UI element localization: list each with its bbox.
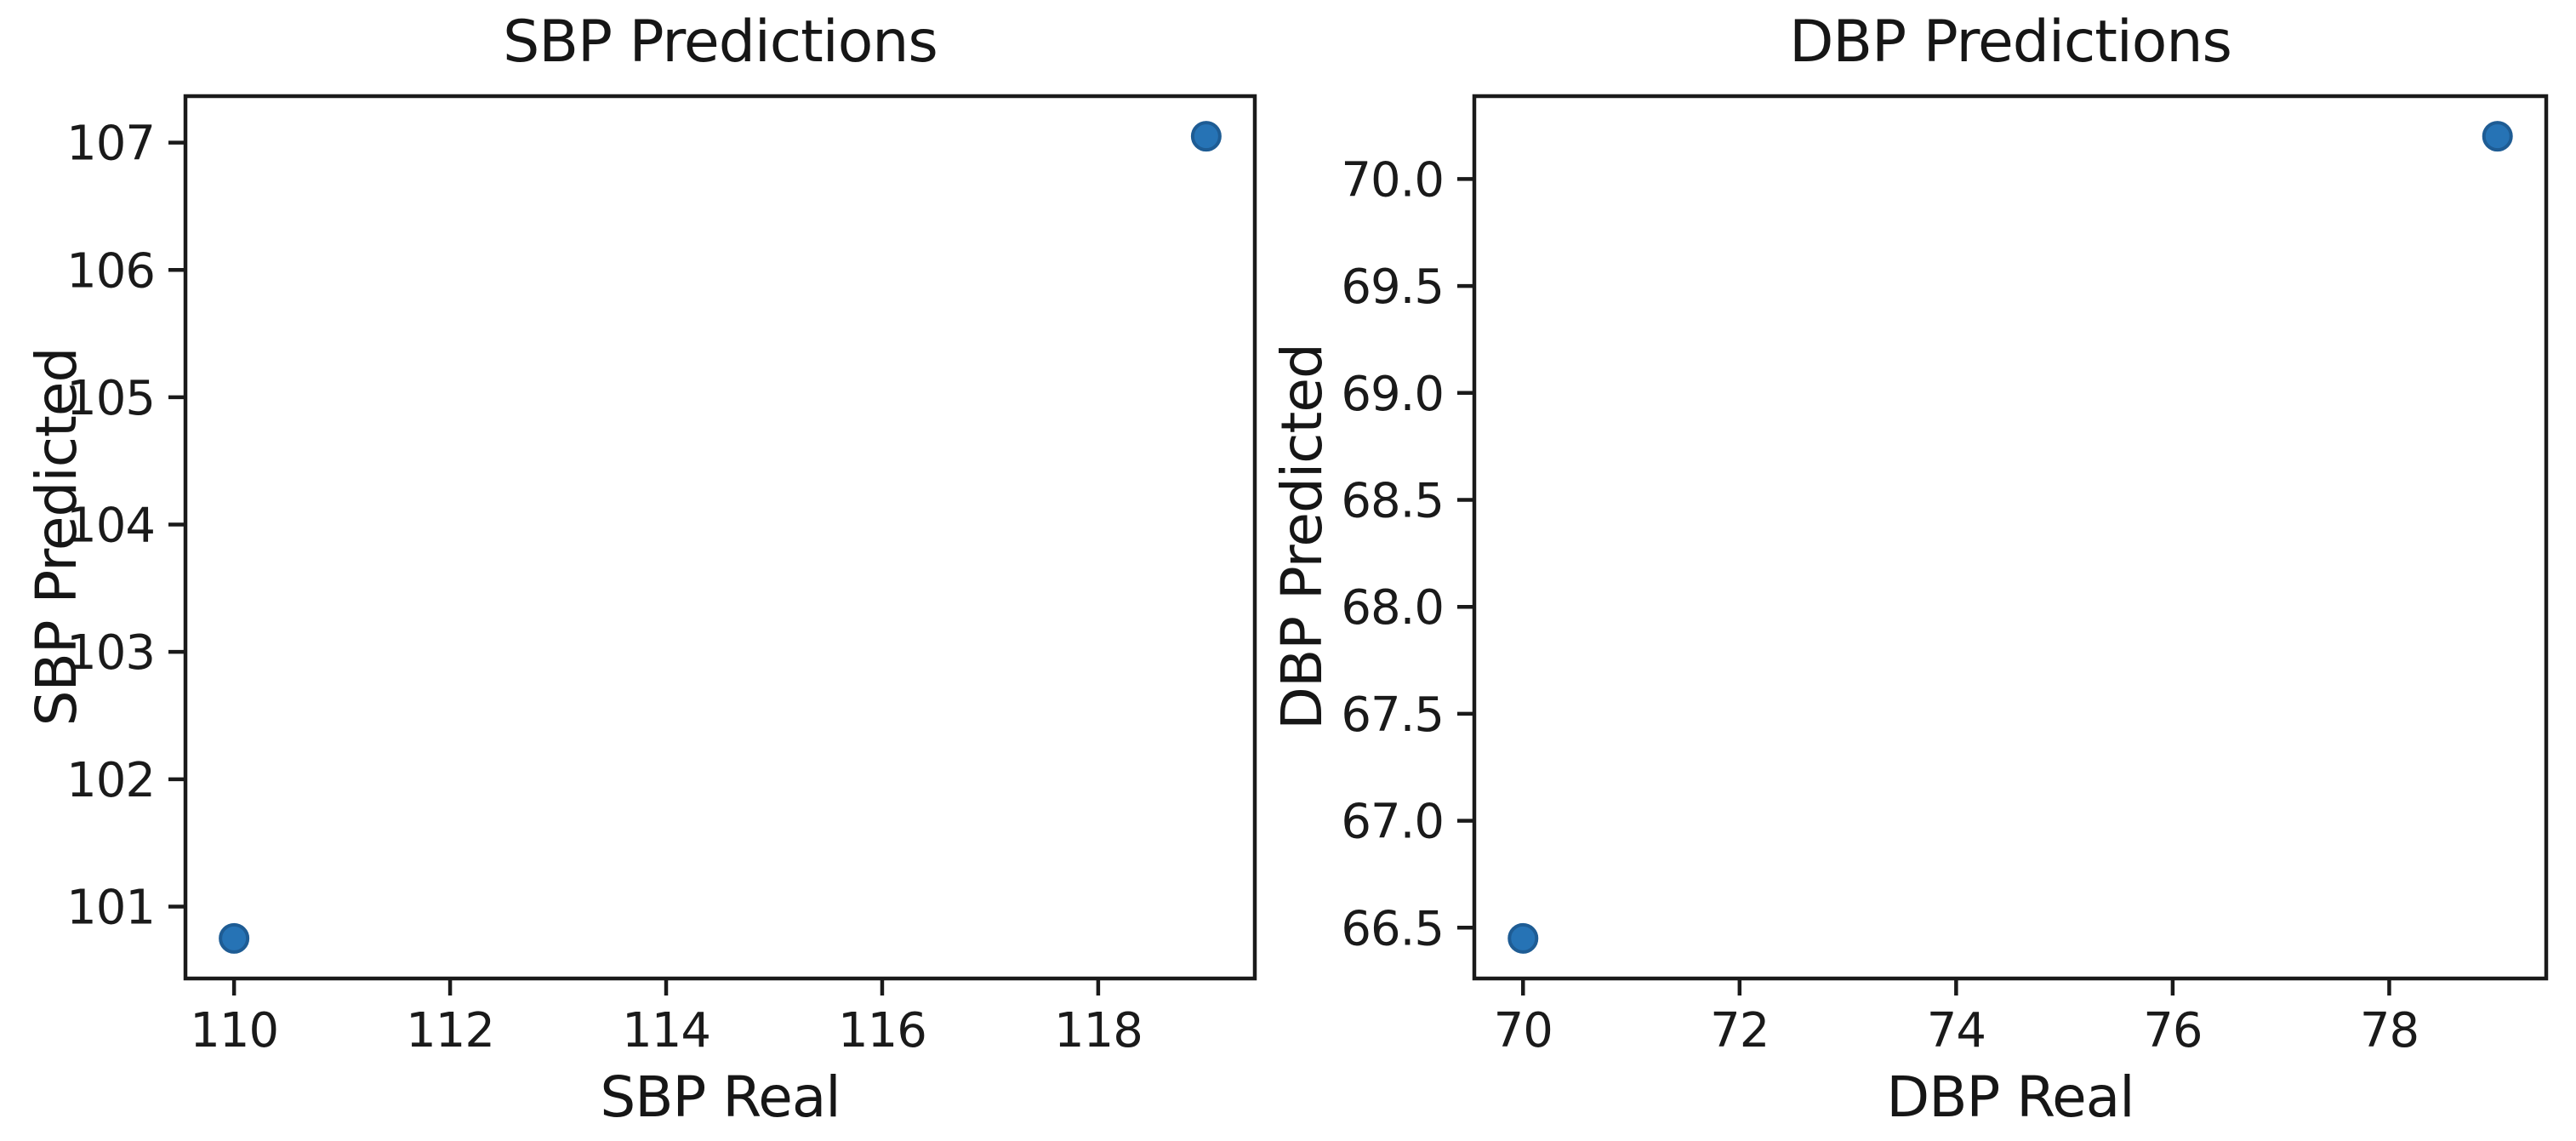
- sbp-plot-axes: 110 112 114 116 118 101 102 103 104 105 106 107: [66, 94, 1257, 1058]
- x-tick-label: 72: [1710, 1003, 1769, 1058]
- x-tick-label: 76: [2143, 1003, 2202, 1058]
- y-tick-label: 68.0: [1341, 580, 1444, 636]
- axes-frame: [1472, 94, 2549, 981]
- y-tick-label: 103: [66, 625, 155, 681]
- x-tick-label: 74: [1927, 1003, 1986, 1058]
- x-tick-label: 70: [1494, 1003, 1553, 1058]
- y-tick-label: 66.5: [1341, 901, 1444, 956]
- x-tick-label: 116: [838, 1003, 926, 1058]
- y-tick-label: 69.0: [1341, 367, 1444, 422]
- scatter-point: [1507, 922, 1539, 954]
- y-tick-label: 68.5: [1341, 474, 1444, 529]
- axes-frame: [183, 94, 1257, 981]
- y-tick-label: 67.5: [1341, 687, 1444, 743]
- y-tick-label: 107: [66, 117, 155, 172]
- y-tick-label: 69.5: [1341, 260, 1444, 315]
- x-tick-label: 114: [622, 1003, 710, 1058]
- y-tick-label: 101: [66, 880, 155, 935]
- x-tick-label: 112: [406, 1003, 494, 1058]
- y-tick-label: 105: [66, 371, 155, 426]
- dbp-plot-axes: 70 72 74 76 78 66.5 67.0 67.5 68.0 68.5 69.0 69.5 70…: [1341, 94, 2549, 1058]
- y-tick-label: 104: [66, 499, 155, 554]
- y-tick-label: 106: [66, 243, 155, 299]
- y-tick-label: 67.0: [1341, 795, 1444, 850]
- y-tick-label: 70.0: [1341, 152, 1444, 208]
- scatter-point: [219, 922, 250, 954]
- x-tick-label: 118: [1054, 1003, 1143, 1058]
- y-tick-label: 102: [66, 753, 155, 808]
- scatter-point: [2482, 121, 2513, 152]
- scatter-point: [1190, 121, 1222, 152]
- x-tick-label: 110: [190, 1003, 278, 1058]
- x-tick-label: 78: [2360, 1003, 2419, 1058]
